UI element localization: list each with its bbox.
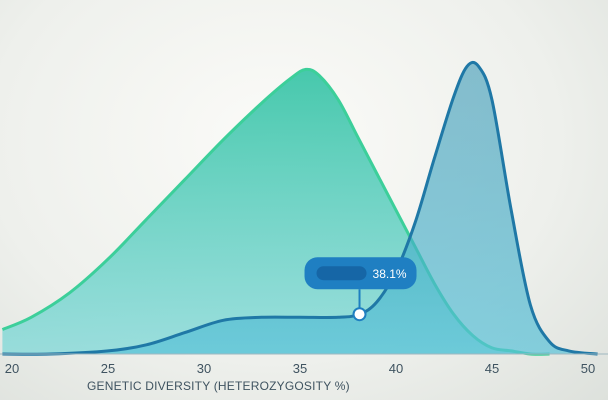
- series-layer: [1, 60, 598, 356]
- hover-point[interactable]: [352, 307, 367, 322]
- x-tick-label: 45: [485, 361, 499, 376]
- x-tick-label: 20: [5, 361, 19, 376]
- tooltip-label: 38.1%: [373, 267, 407, 281]
- x-axis-title: GENETIC DIVERSITY (HETEROZYGOSITY %): [87, 379, 350, 393]
- series-2-area: [2, 62, 598, 355]
- x-tick-label: 25: [101, 361, 115, 376]
- tooltip-swatch: [316, 266, 367, 281]
- x-axis-ticks: 20 25 30 35 40 45 50: [5, 361, 595, 376]
- x-tick-label: 30: [197, 361, 211, 376]
- x-tick-label: 50: [581, 361, 595, 376]
- annotation-layer: 38.1%: [304, 257, 417, 322]
- x-tick-label: 40: [389, 361, 403, 376]
- x-tick-label: 35: [293, 361, 307, 376]
